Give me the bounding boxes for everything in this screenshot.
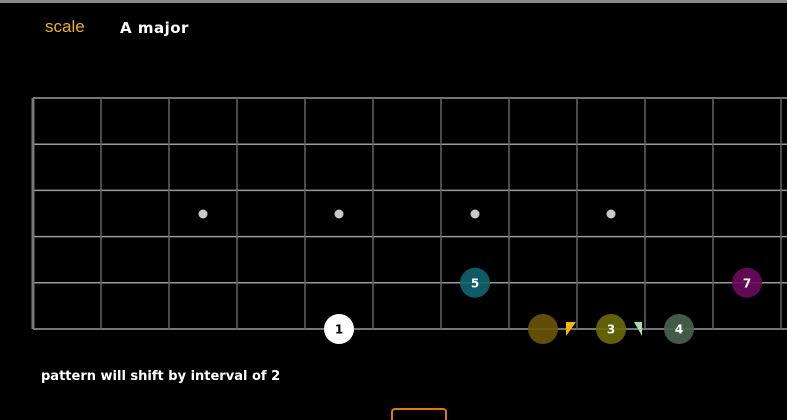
- note-dot[interactable]: [324, 314, 354, 344]
- note-label: 7: [743, 276, 751, 290]
- green-flag-icon: [634, 322, 642, 336]
- shift-text: pattern will shift by interval of 2: [41, 369, 281, 384]
- inlay-dot: [606, 209, 616, 219]
- note-dot[interactable]: [460, 267, 490, 298]
- note-label: 1: [335, 323, 343, 337]
- inlay-dot: [334, 209, 344, 219]
- note-dot[interactable]: [664, 314, 694, 344]
- scale-name[interactable]: A major: [120, 19, 189, 37]
- action-button[interactable]: [391, 408, 447, 420]
- note-dot[interactable]: [528, 314, 558, 344]
- scale-label: scale: [45, 17, 85, 36]
- note-label: 4: [675, 323, 683, 337]
- inlay-dot: [198, 209, 208, 219]
- top-border: [0, 0, 787, 3]
- note-dot[interactable]: [732, 267, 762, 298]
- yellow-flag-icon: [566, 322, 576, 336]
- note-label: 5: [471, 276, 479, 290]
- note-dot[interactable]: [596, 314, 626, 344]
- inlay-dot: [470, 209, 480, 219]
- note-label: 3: [607, 323, 615, 337]
